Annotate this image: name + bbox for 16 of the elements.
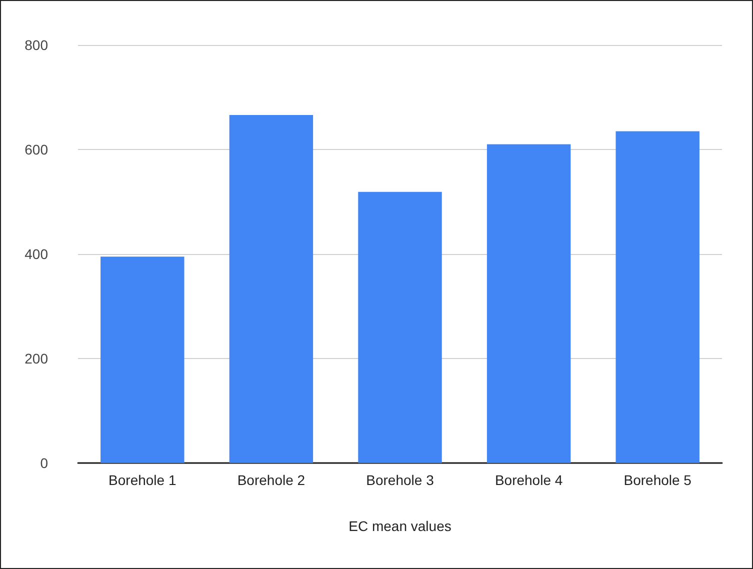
bar	[358, 192, 442, 463]
x-tick-label: Borehole 4	[494, 472, 563, 488]
bar	[229, 115, 314, 463]
bar	[616, 131, 700, 463]
bar	[486, 144, 571, 463]
x-axis-title: EC mean values	[348, 518, 452, 534]
x-tick-label: Borehole 5	[624, 472, 692, 488]
x-tick-label: Borehole 3	[366, 472, 434, 488]
y-tick-label: 800	[24, 37, 48, 53]
y-tick-label: 400	[24, 246, 48, 262]
y-tick-label: 600	[24, 142, 48, 158]
y-tick-label: 200	[24, 350, 48, 366]
x-tick-label: Borehole 2	[237, 472, 306, 488]
bar	[100, 256, 184, 463]
x-tick-label: Borehole 1	[108, 472, 176, 488]
y-tick-label: 0	[40, 455, 48, 471]
